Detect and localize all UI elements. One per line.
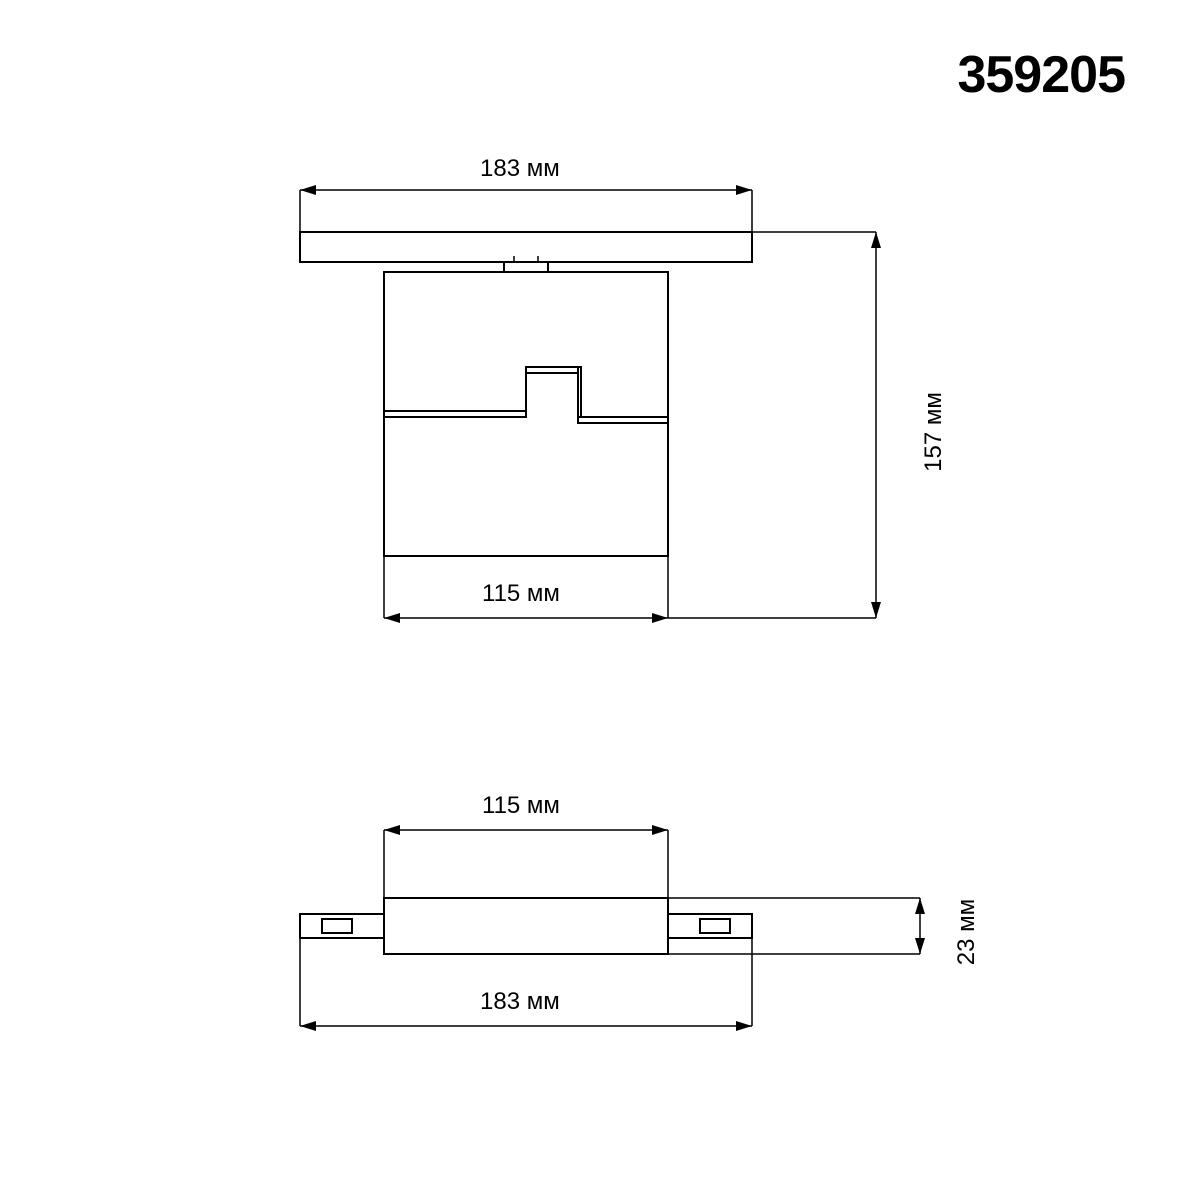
dimension-label: 183 мм	[480, 988, 560, 1016]
technical-drawing-canvas: 359205 183 мм115 мм157 мм115 мм183 мм23 …	[0, 0, 1200, 1200]
dimension-label: 115 мм	[482, 792, 560, 820]
dimension-label: 183 мм	[480, 155, 560, 183]
dimension-label: 115 мм	[482, 580, 560, 608]
dimension-label: 23 мм	[953, 899, 981, 965]
drawing-svg	[0, 0, 1200, 1200]
dimension-label: 157 мм	[920, 392, 948, 472]
